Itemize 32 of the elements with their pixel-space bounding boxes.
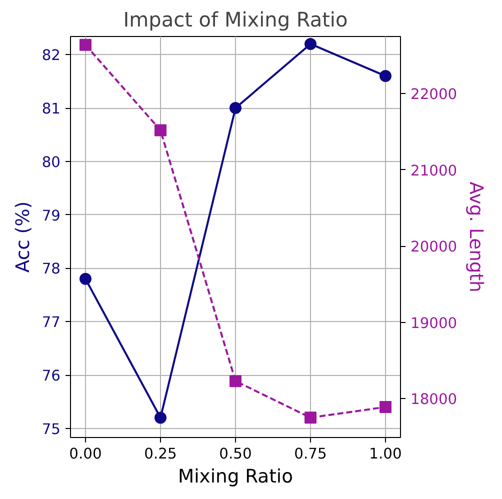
point: [380, 70, 392, 82]
y-tick-label: 80: [42, 154, 61, 171]
y-axis-title: Acc (%): [12, 201, 34, 273]
y2-tick-label: 19000: [410, 314, 458, 332]
point: [80, 38, 92, 51]
x-axis-title: Mixing Ratio: [178, 466, 293, 488]
y-tick-label: 79: [42, 207, 61, 224]
x-tick-label: 0.50: [219, 446, 252, 462]
y-tick-label: 76: [42, 368, 61, 385]
chart-title: Impact of Mixing Ratio: [123, 8, 348, 32]
y-tick-label: 82: [42, 47, 61, 64]
x-tick-label: 0.00: [69, 446, 102, 462]
y2-tick-label: 18000: [410, 391, 458, 408]
x-tick-label: 0.75: [294, 446, 327, 462]
point: [380, 401, 392, 414]
y2-tick-label: 20000: [410, 238, 458, 256]
y-tick-label: 81: [42, 100, 61, 118]
point: [304, 38, 316, 50]
y2-axis-title: Avg. Length: [465, 182, 486, 292]
y-tick-label: 75: [42, 420, 61, 438]
y-tick-label: 78: [42, 260, 61, 278]
y2-tick-label: 22000: [410, 86, 458, 104]
x-tick-label: 0.25: [144, 446, 177, 462]
point: [230, 102, 242, 114]
point: [154, 412, 166, 424]
point: [230, 375, 242, 388]
y-tick-label: 77: [42, 314, 61, 332]
point: [304, 412, 316, 424]
point: [80, 272, 92, 285]
y2-tick-label: 21000: [410, 162, 458, 180]
x-tick-label: 1.00: [369, 446, 402, 462]
point: [154, 124, 166, 136]
